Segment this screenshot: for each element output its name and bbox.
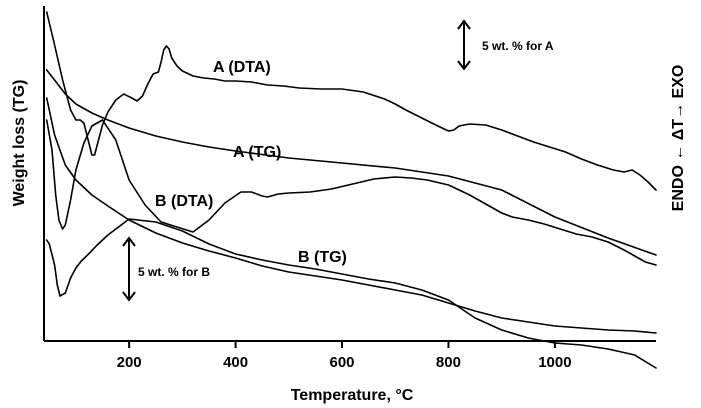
scale-bar-b-arrow-up	[122, 236, 136, 247]
label-a-dta: A (DTA)	[213, 59, 271, 76]
x-axis-ticks: 200 400 600 800 1000	[117, 341, 572, 371]
scale-bar-b-label: 5 wt. % for B	[138, 265, 210, 279]
curve-b-dta	[45, 119, 657, 266]
x-tick-label: 800	[436, 354, 461, 371]
scale-bar-a-arrow-up	[457, 19, 471, 30]
scale-bar-b: 5 wt. % for B	[122, 236, 210, 302]
label-b-dta: B (DTA)	[155, 193, 213, 210]
plot-frame	[43, 6, 656, 342]
scale-bar-b-arrow-down	[122, 291, 136, 302]
scale-bar-a-arrow-down	[457, 60, 471, 71]
x-tick-label: 400	[223, 354, 248, 371]
curve-a-dta	[45, 11, 657, 191]
label-b-tg: B (TG)	[298, 249, 347, 266]
label-a-tg: A (TG)	[233, 144, 281, 161]
scale-bar-a: 5 wt. % for A	[457, 19, 554, 71]
curve-a-tg	[45, 69, 657, 256]
scale-bar-a-label: 5 wt. % for A	[482, 39, 554, 53]
y-axis-title-left: Weight loss (TG)	[11, 80, 28, 207]
y-axis-title-right: ENDO ← ΔT→ EXO	[670, 65, 687, 212]
curve-b-tg	[45, 218, 657, 369]
curve-unlabeled-4	[45, 97, 657, 334]
curves	[45, 11, 657, 369]
x-axis-title: Temperature, °C	[291, 387, 414, 404]
x-tick-label: 1000	[538, 354, 571, 371]
x-tick-label: 200	[117, 354, 142, 371]
x-tick-label: 600	[330, 354, 355, 371]
